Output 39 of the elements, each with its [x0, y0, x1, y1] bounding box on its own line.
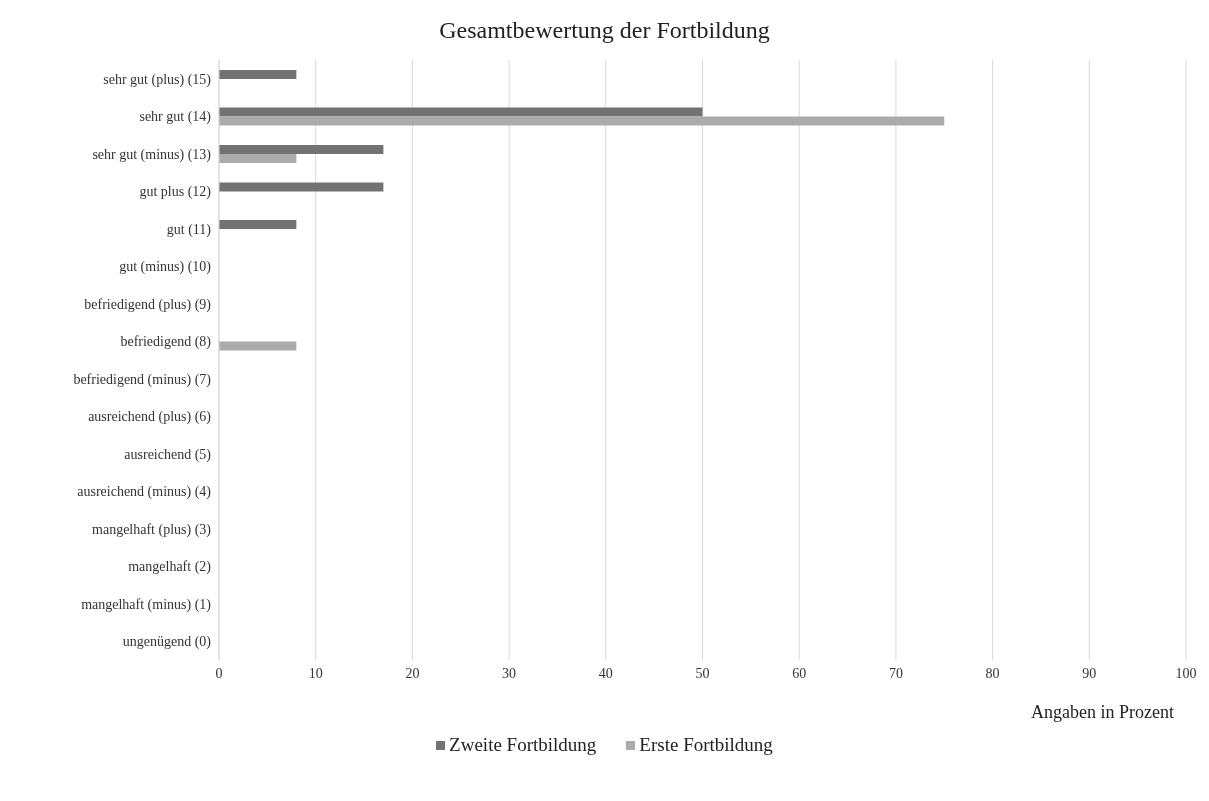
x-axis-title: Angaben in Prozent	[1031, 702, 1174, 722]
y-tick-label: gut plus (12)	[139, 184, 212, 201]
x-tick-label: 40	[598, 665, 613, 681]
y-tick-label: sehr gut (plus) (15)	[103, 71, 212, 88]
bar	[219, 107, 703, 117]
y-tick-label: gut (11)	[166, 221, 212, 238]
y-tick-label: befriedigend (8)	[120, 334, 212, 351]
x-tick-label: 80	[985, 665, 1000, 681]
x-tick-label: 0	[215, 665, 223, 681]
x-tick-label: 50	[695, 665, 710, 681]
bar	[219, 182, 384, 192]
bar	[219, 341, 297, 351]
legend-label: Zweite Fortbildung	[448, 734, 597, 756]
bar	[219, 116, 945, 126]
x-tick-label: 20	[405, 665, 420, 681]
x-tick-label: 10	[308, 665, 323, 681]
y-tick-label: mangelhaft (plus) (3)	[92, 521, 212, 538]
y-tick-label: gut (minus) (10)	[119, 259, 212, 276]
legend-label: Erste Fortbildung	[638, 734, 773, 756]
bar	[219, 145, 384, 154]
y-tick-label: befriedigend (minus) (7)	[73, 371, 212, 388]
y-tick-label: mangelhaft (minus) (1)	[81, 596, 212, 613]
y-tick-label: ausreichend (5)	[124, 446, 212, 463]
y-tick-label: sehr gut (14)	[139, 109, 212, 126]
bar	[219, 154, 297, 163]
x-tick-label: 30	[502, 665, 517, 681]
bar	[219, 70, 297, 79]
y-tick-label: sehr gut (minus) (13)	[92, 146, 212, 163]
y-tick-label: ausreichend (plus) (6)	[88, 409, 212, 426]
y-tick-label: ungenügend (0)	[122, 634, 212, 651]
bar	[219, 220, 297, 229]
chart-title: Gesamtbewertung der Fortbildung	[438, 16, 771, 45]
y-tick-label: ausreichend (minus) (4)	[77, 484, 212, 501]
y-tick-label: befriedigend (plus) (9)	[84, 296, 212, 313]
x-tick-label: 100	[1175, 665, 1197, 681]
x-tick-label: 70	[888, 665, 903, 681]
y-tick-label: mangelhaft (2)	[128, 559, 212, 576]
x-tick-label: 60	[792, 665, 807, 681]
x-tick-label: 90	[1082, 665, 1097, 681]
